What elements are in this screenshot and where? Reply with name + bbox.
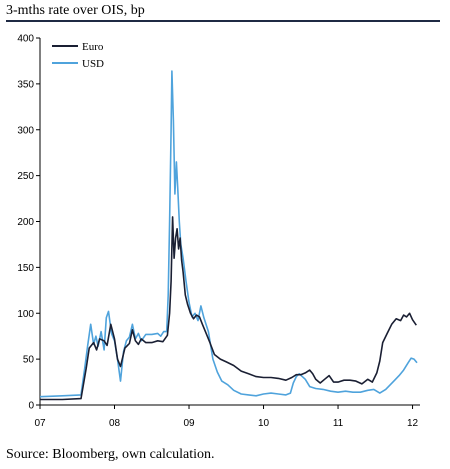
source-note: Source: Bloomberg, own calculation. (6, 447, 215, 462)
y-tick-label: 400 (17, 34, 34, 45)
chart-title: 3-mths rate over OIS, bp (6, 3, 145, 18)
legend-label-euro: Euro (82, 41, 104, 53)
x-tick-label: 08 (109, 418, 121, 429)
legend: Euro USD (52, 41, 104, 70)
y-tick-label: 100 (17, 309, 34, 320)
series-line-euro (40, 216, 417, 401)
y-tick-label: 0 (28, 401, 34, 412)
legend-label-usd: USD (82, 58, 104, 70)
y-tick-label: 300 (17, 125, 34, 136)
x-tick-label: 07 (34, 418, 46, 429)
title-divider (6, 20, 440, 22)
x-tick-label: 11 (333, 418, 344, 429)
series-layer (39, 70, 418, 401)
x-tick-label: 09 (183, 418, 195, 429)
y-tick-label: 250 (17, 171, 34, 182)
x-tick-label: 12 (407, 418, 419, 429)
axes: 0 50 100 150 200 250 300 350 400 07 08 09 10 11 12 (17, 34, 420, 429)
x-tick-label: 10 (258, 418, 270, 429)
y-tick-label: 350 (17, 79, 34, 90)
y-tick-label: 50 (23, 355, 35, 366)
y-tick-label: 200 (17, 217, 34, 228)
y-tick-label: 150 (17, 263, 34, 274)
